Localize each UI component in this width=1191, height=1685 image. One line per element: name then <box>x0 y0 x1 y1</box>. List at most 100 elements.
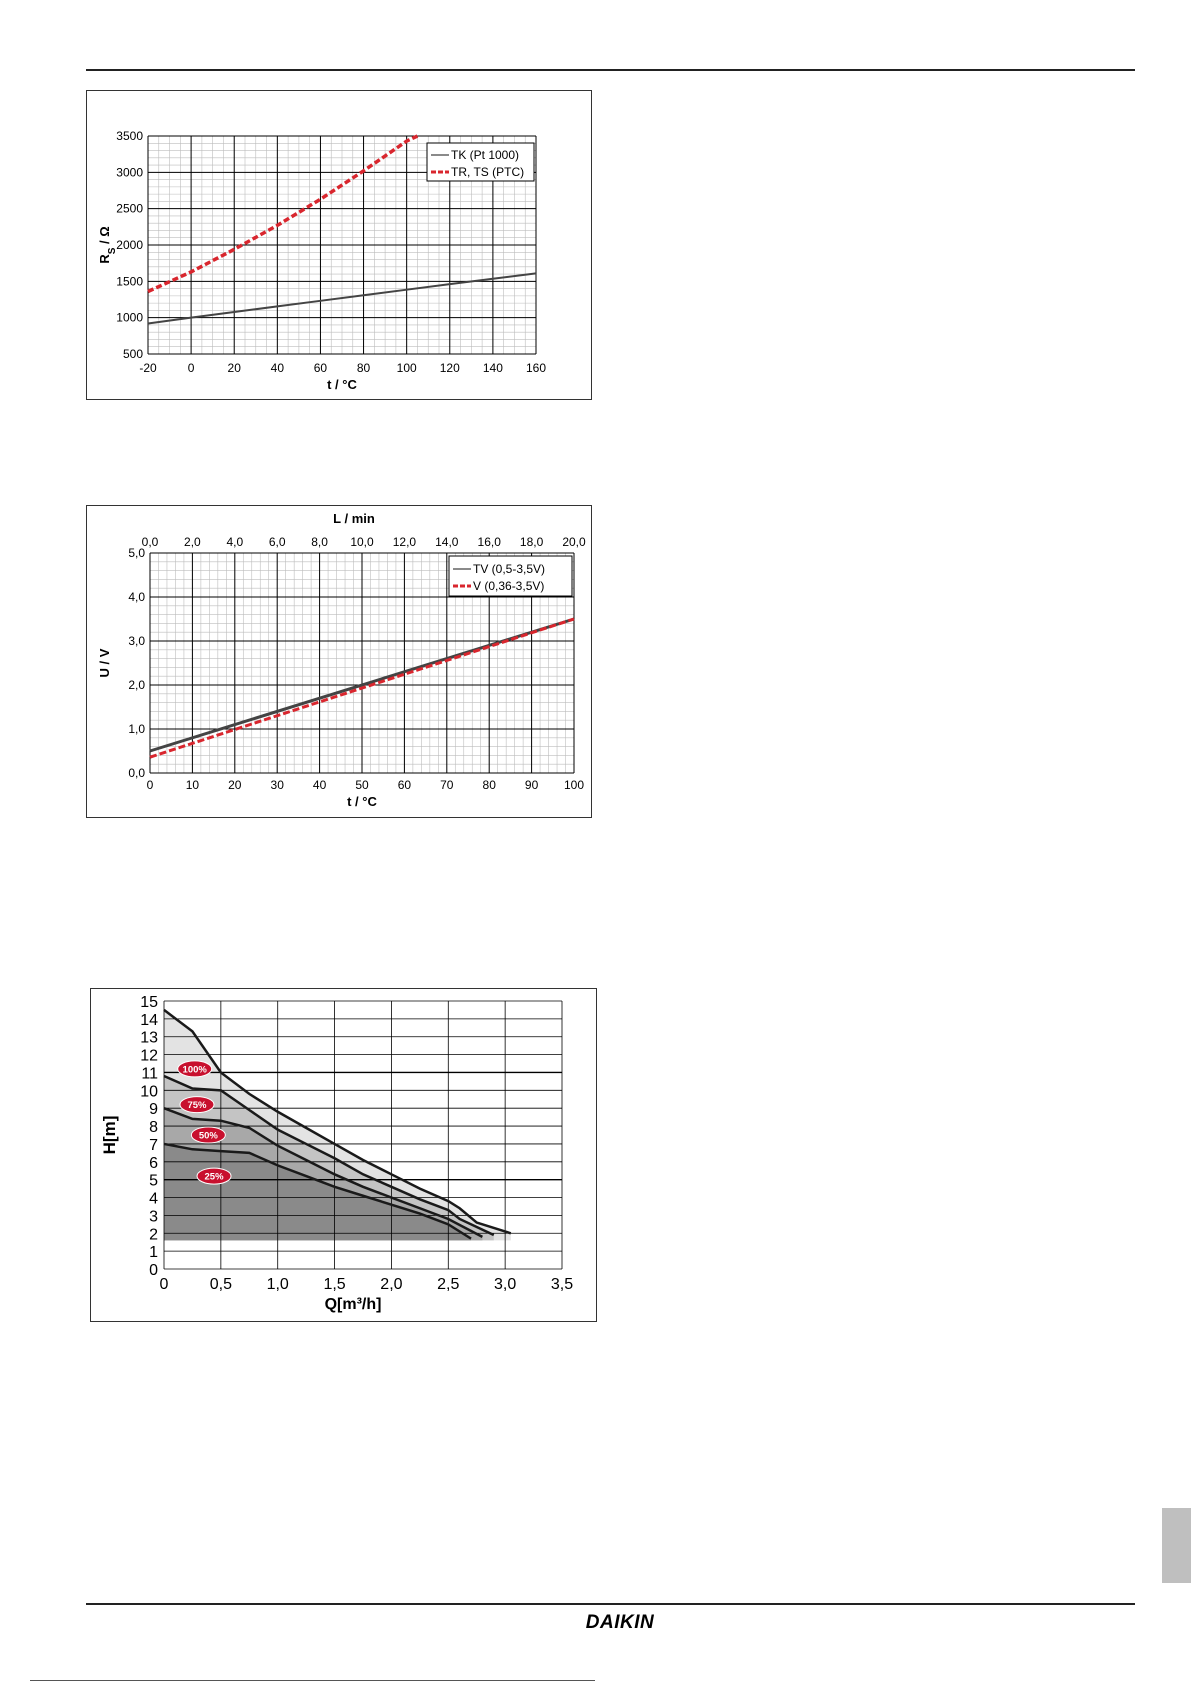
header-rule <box>86 69 1135 71</box>
x2-tick-label: 0,0 <box>142 535 159 549</box>
speed-badge <box>190 1126 226 1144</box>
y-tick-label: 10 <box>140 1083 158 1100</box>
speed-badge-label: 100% <box>183 1064 208 1075</box>
y-tick-label: 2500 <box>116 202 143 216</box>
y-axis-label: RS / Ω <box>97 226 118 263</box>
x-tick-label: 3,5 <box>551 1276 573 1293</box>
voltage-chart-svg: 0 10 20 30 40 50 60 70 80 90 100 0,0 2,0 4,0 6,0 8,0 10,… <box>97 511 586 809</box>
x-tick-label: 2,5 <box>437 1276 459 1293</box>
y-tick-label: 15 <box>140 994 158 1011</box>
x-tick-label: 60 <box>398 778 412 792</box>
speed-badge <box>196 1167 232 1185</box>
footer-rule <box>86 1603 1135 1605</box>
x-axis-label: Q[m³/h] <box>325 1296 382 1313</box>
voltage-chart: 0 10 20 30 40 50 60 70 80 90 100 0,0 2,0 4,0 6,0 8,0 10,… <box>86 505 592 818</box>
y-tick-label: 0 <box>149 1262 158 1279</box>
pump-curve-chart-svg: 0 0,5 1,0 1,5 2,0 2,5 3,0 3,5012345678910111213… <box>100 994 573 1313</box>
x-tick-label: 1,5 <box>323 1276 345 1293</box>
resistance-chart: -20 0 20 40 60 80 100 120 140 160 500 1000 1500 2000 2… <box>86 90 592 400</box>
x2-axis-label: L / min <box>333 511 375 526</box>
x2-tick-label: 16,0 <box>478 535 502 549</box>
series-line-tk <box>147 272 537 325</box>
curve-50-percent <box>163 1107 483 1238</box>
x-tick-label: 0,5 <box>210 1276 232 1293</box>
x2-tick-label: 2,0 <box>184 535 201 549</box>
x-tick-label: 160 <box>526 361 546 375</box>
y-tick-label: 9 <box>149 1101 158 1118</box>
x-tick-label: 20 <box>228 361 242 375</box>
resistance-chart-svg: -20 0 20 40 60 80 100 120 140 160 500 1000 1500 2000 2… <box>97 129 546 392</box>
x-tick-label: 10 <box>186 778 200 792</box>
x-tick-label: 3,0 <box>494 1276 516 1293</box>
area-25-percent <box>164 1143 472 1241</box>
y-tick-label: 2,0 <box>128 678 145 692</box>
y-tick-label: 3,0 <box>128 634 145 648</box>
y-tick-label: 1 <box>149 1244 158 1261</box>
x-tick-label: 90 <box>525 778 539 792</box>
x-tick-label: 120 <box>440 361 460 375</box>
curve-25-percent <box>163 1142 472 1240</box>
speed-badge <box>179 1096 215 1114</box>
x-tick-label: 80 <box>357 361 371 375</box>
y-tick-label: 5 <box>149 1173 158 1190</box>
chapter-tab <box>1162 1508 1191 1583</box>
bottom-edge-line <box>30 1680 595 1681</box>
y-tick-label: 500 <box>123 347 143 361</box>
daikin-logo: DAIKIN <box>585 1612 655 1633</box>
y-tick-label: 1000 <box>116 311 143 325</box>
x2-tick-label: 12,0 <box>393 535 417 549</box>
x-axis-label: t / °C <box>347 794 377 809</box>
x2-tick-label: 8,0 <box>311 535 328 549</box>
y-tick-label: 3 <box>149 1208 158 1225</box>
x-tick-label: 70 <box>440 778 454 792</box>
y-tick-label: 5,0 <box>128 546 145 560</box>
x2-tick-label: 20,0 <box>562 535 586 549</box>
legend-label: TR, TS (PTC) <box>451 165 524 179</box>
x-tick-label: 100 <box>564 778 584 792</box>
x-tick-label: 80 <box>483 778 497 792</box>
y-tick-label: 4 <box>149 1191 158 1208</box>
y-tick-label: 3500 <box>116 129 143 143</box>
curve-100-percent <box>163 1008 512 1235</box>
x-tick-label: 60 <box>314 361 328 375</box>
x-tick-label: 40 <box>313 778 327 792</box>
speed-badge <box>177 1060 213 1078</box>
x-tick-label: -20 <box>139 361 157 375</box>
x2-tick-label: 4,0 <box>226 535 243 549</box>
x2-tick-label: 10,0 <box>350 535 374 549</box>
y-tick-label: 1500 <box>116 274 143 288</box>
x-tick-label: 0 <box>147 778 154 792</box>
y-tick-label: 12 <box>140 1048 158 1065</box>
legend-box <box>426 142 535 182</box>
x2-tick-label: 6,0 <box>269 535 286 549</box>
speed-badge-label: 75% <box>187 1100 207 1111</box>
y-tick-label: 2000 <box>116 238 143 252</box>
x-axis-label: t / °C <box>327 377 357 392</box>
y-tick-label: 13 <box>140 1030 158 1047</box>
pump-curve-chart: 0 0,5 1,0 1,5 2,0 2,5 3,0 3,5 0 1 2 3 4 5 6 7 8 9 10 11 12 13… <box>90 988 597 1322</box>
x-tick-label: 100 <box>397 361 417 375</box>
x2-tick-label: 14,0 <box>435 535 459 549</box>
y-axis-label: H[m] <box>100 1116 119 1155</box>
speed-badge-label: 50% <box>199 1131 219 1142</box>
x-tick-label: 1,0 <box>267 1276 289 1293</box>
legend-label: TV (0,5-3,5V) <box>473 562 545 576</box>
x-tick-label: 40 <box>271 361 285 375</box>
x-tick-label: 50 <box>355 778 369 792</box>
x-tick-label: 2,0 <box>380 1276 402 1293</box>
y-tick-label: 6 <box>149 1155 158 1172</box>
y-tick-label: 3000 <box>116 165 143 179</box>
series-line-v <box>149 617 575 759</box>
x-tick-label: 0 <box>188 361 195 375</box>
series-line-tr-ts <box>147 134 419 294</box>
legend-label: V (0,36-3,5V) <box>473 579 544 593</box>
y-tick-label: 1,0 <box>128 722 145 736</box>
x-tick-label: 20 <box>228 778 242 792</box>
x-tick-label: 140 <box>483 361 503 375</box>
y-tick-label: 8 <box>149 1119 158 1136</box>
y-tick-label: 4,0 <box>128 590 145 604</box>
y-tick-label: 2 <box>149 1226 158 1243</box>
speed-badge-label: 25% <box>205 1172 225 1183</box>
y-axis-label: U / V <box>97 648 112 677</box>
legend-box <box>448 555 573 597</box>
